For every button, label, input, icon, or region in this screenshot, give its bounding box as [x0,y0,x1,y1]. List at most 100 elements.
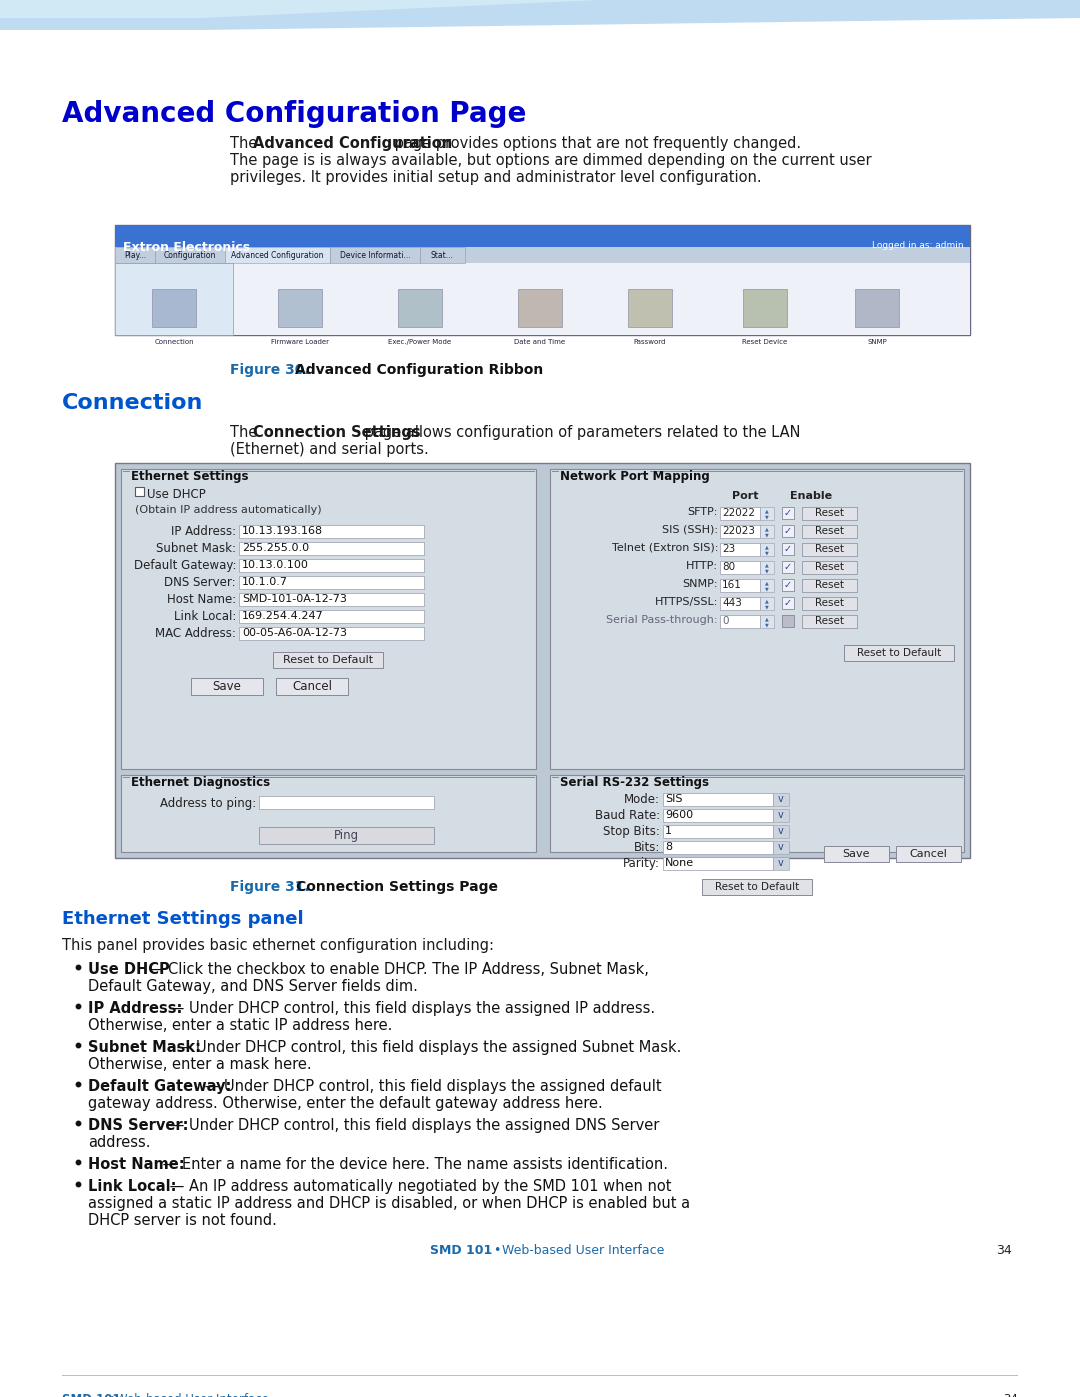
Bar [802,543,858,556]
Text: Reset: Reset [814,562,843,571]
Bar [239,610,424,623]
Bar [239,592,424,606]
Text: Use DHCP: Use DHCP [147,488,206,502]
Bar [278,289,322,327]
Text: — Click the checkbox to enable DHCP. The IP Address, Subnet Mask,: — Click the checkbox to enable DHCP. The… [144,963,649,977]
Text: Reset: Reset [814,616,843,626]
Bar [720,562,760,574]
Text: Advanced Configuration: Advanced Configuration [253,136,453,151]
Polygon shape [0,0,1080,29]
Bar [114,247,970,263]
Bar [550,775,964,852]
Text: The: The [230,425,262,440]
Bar [259,796,434,809]
Text: — An IP address automatically negotiated by the SMD 101 when not: — An IP address automatically negotiated… [165,1179,672,1194]
Text: ▲
▼: ▲ ▼ [765,616,769,627]
Bar [156,247,225,263]
Text: SMD 101: SMD 101 [62,1393,121,1397]
Text: ✓: ✓ [784,527,792,536]
Text: Firmware Loader: Firmware Loader [271,339,329,345]
Text: Otherwise, enter a static IP address here.: Otherwise, enter a static IP address her… [87,1018,392,1032]
Text: Use DHCP: Use DHCP [87,963,170,977]
Text: ▲
▼: ▲ ▼ [765,562,769,573]
Bar [121,469,536,768]
Bar [720,543,760,556]
Text: SMD-101-0A-12-73: SMD-101-0A-12-73 [242,594,347,604]
Text: MAC Address:: MAC Address: [156,627,237,640]
Text: The page is is always available, but options are dimmed depending on the current: The page is is always available, but opt… [230,154,872,168]
Text: SIS (SSH):: SIS (SSH): [662,525,718,535]
Text: page allows configuration of parameters related to the LAN: page allows configuration of parameters … [360,425,800,440]
Bar [114,462,970,858]
Text: ✓: ✓ [784,543,792,555]
Text: v: v [778,810,784,820]
Text: — Under DHCP control, this field displays the assigned default: — Under DHCP control, this field display… [200,1078,662,1094]
Bar [802,525,858,538]
Bar [760,597,774,610]
Text: Figure 30.: Figure 30. [230,363,310,377]
Text: Network Port Mapping: Network Port Mapping [561,469,710,483]
Text: Web-based User Interface: Web-based User Interface [116,1393,269,1397]
Bar [135,488,144,496]
Bar [896,847,961,862]
Text: v: v [778,826,784,835]
Text: 9600: 9600 [665,810,693,820]
Bar [855,289,899,327]
Text: Reset: Reset [814,543,843,555]
Text: Connection: Connection [154,339,193,345]
Bar [663,841,773,854]
Text: 23: 23 [723,543,735,555]
Text: Host Name:: Host Name: [166,592,237,606]
Bar [782,562,794,573]
Bar [191,678,264,694]
Bar [782,525,794,536]
Bar [773,826,789,838]
Text: 10.1.0.7: 10.1.0.7 [242,577,288,587]
Bar [259,827,434,844]
Text: Play...: Play... [124,251,146,260]
Bar [760,525,774,538]
Text: DHCP server is not found.: DHCP server is not found. [87,1213,276,1228]
Text: v: v [778,858,784,868]
Text: Otherwise, enter a mask here.: Otherwise, enter a mask here. [87,1058,312,1071]
Text: Default Gateway:: Default Gateway: [87,1078,231,1094]
Bar [720,507,760,520]
Text: Save: Save [842,849,869,859]
Text: gateway address. Otherwise, enter the default gateway address here.: gateway address. Otherwise, enter the de… [87,1097,603,1111]
Bar [720,615,760,629]
Text: Connection Settings: Connection Settings [253,425,420,440]
Text: (Obtain IP address automatically): (Obtain IP address automatically) [135,504,322,515]
Bar [114,225,970,247]
Text: Exec./Power Mode: Exec./Power Mode [389,339,451,345]
Bar [627,289,672,327]
Text: Password: Password [634,339,666,345]
Bar [663,809,773,821]
Text: 443: 443 [723,598,742,608]
Text: 255.255.0.0: 255.255.0.0 [242,543,309,553]
Text: address.: address. [87,1134,150,1150]
Text: Advanced Configuration: Advanced Configuration [231,251,323,260]
Text: Web-based User Interface: Web-based User Interface [502,1243,664,1257]
Text: SNMP: SNMP [867,339,887,345]
Text: ▲
▼: ▲ ▼ [765,509,769,518]
Text: 8: 8 [665,842,672,852]
Bar [702,879,812,895]
Text: This panel provides basic ethernet configuration including:: This panel provides basic ethernet confi… [62,937,494,953]
Bar [802,507,858,520]
Bar [239,542,424,555]
Text: SMD 101: SMD 101 [430,1243,492,1257]
Text: IP Address:: IP Address: [171,525,237,538]
Bar [399,289,442,327]
Text: Reset to Default: Reset to Default [283,655,373,665]
Bar [773,809,789,821]
Text: 161: 161 [723,580,742,590]
Polygon shape [0,0,600,18]
Bar [663,856,773,870]
Text: Ping: Ping [334,828,359,841]
Text: ▲
▼: ▲ ▼ [765,527,769,536]
Text: Bits:: Bits: [634,841,660,854]
Bar [720,597,760,610]
Text: — Enter a name for the device here. The name assists identification.: — Enter a name for the device here. The … [158,1157,669,1172]
Text: Cancel: Cancel [909,849,947,859]
Text: Reset to Default: Reset to Default [856,648,941,658]
